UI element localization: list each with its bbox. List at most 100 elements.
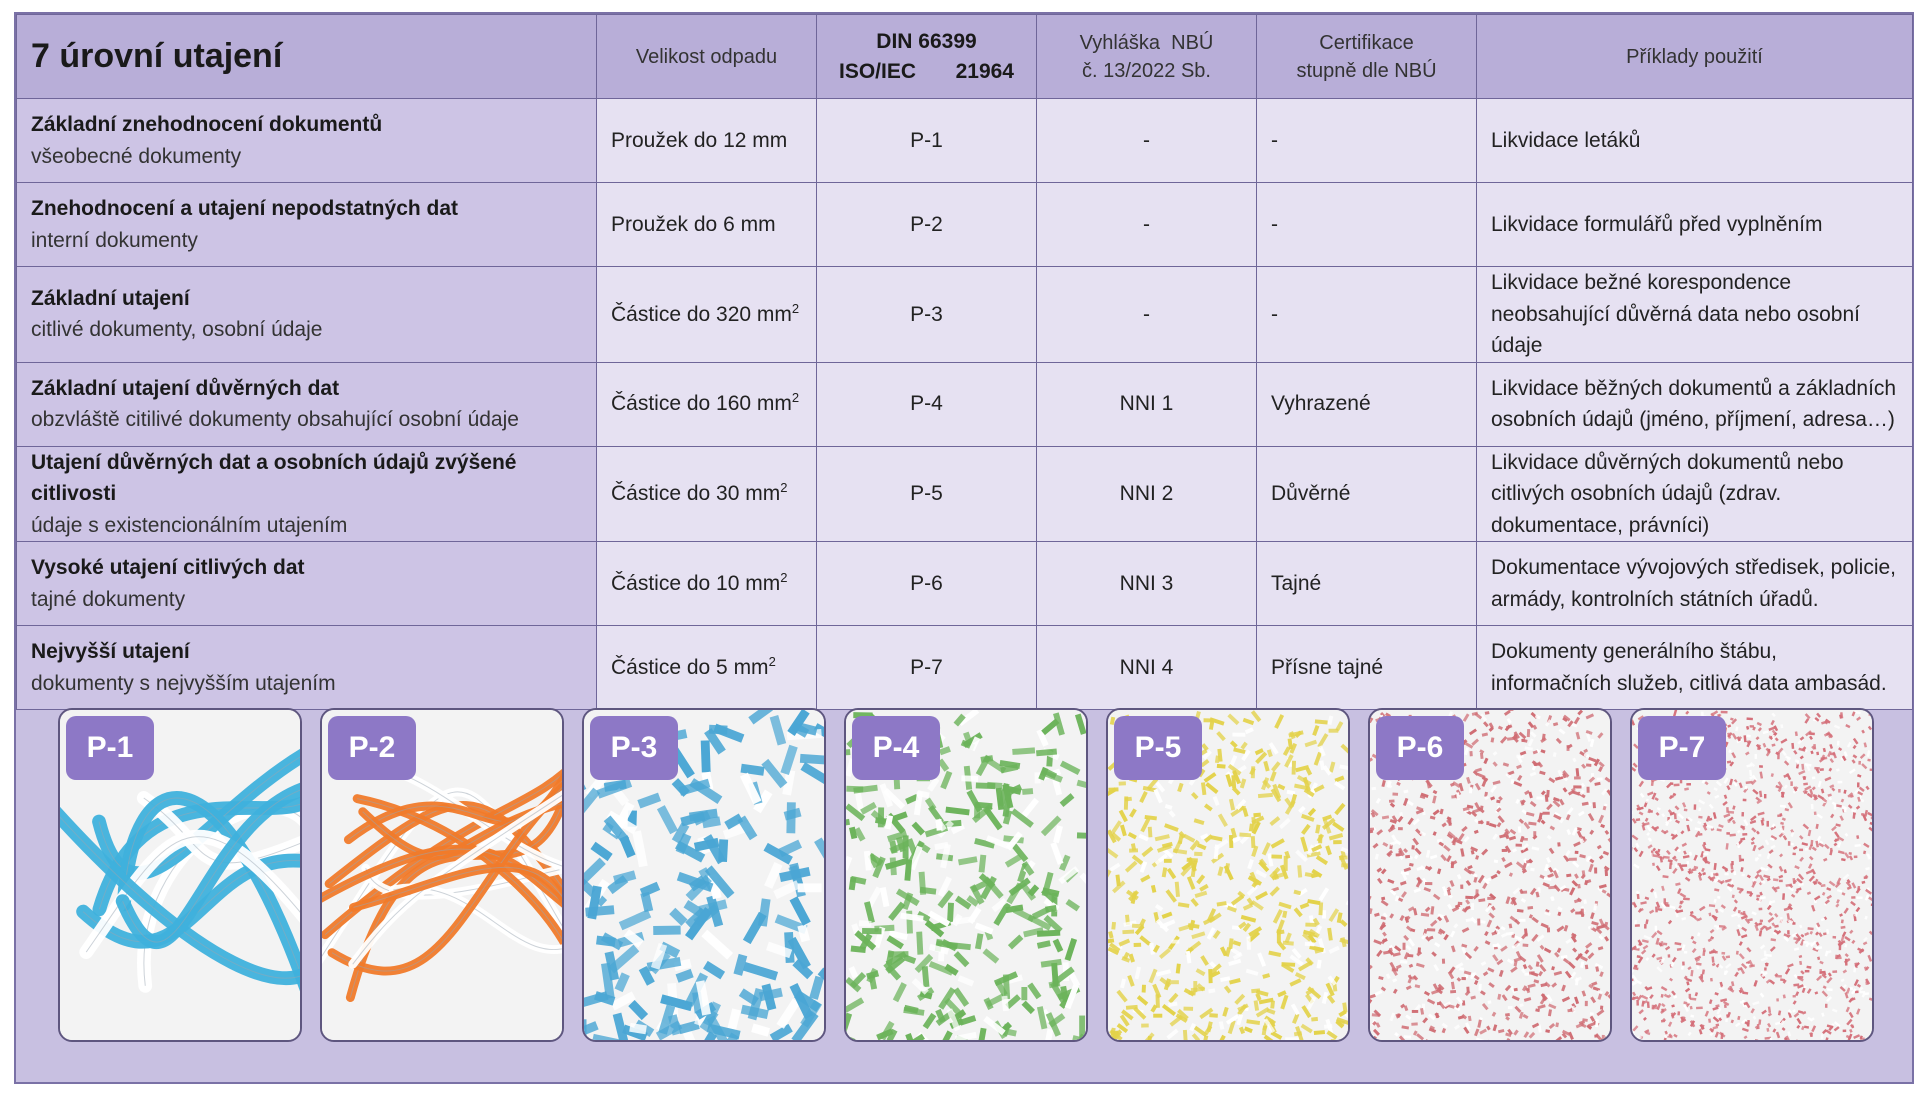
certification-cell: -: [1256, 266, 1477, 363]
shred-card-p-2: P-2: [320, 708, 564, 1042]
level-description: citlivé dokumenty, osobní údaje: [31, 318, 323, 342]
examples-cell: Likvidace formulářů před vyplněním: [1476, 182, 1913, 267]
shred-card-badge: P-2: [328, 716, 416, 780]
nbu-level-cell: NNI 2: [1036, 445, 1257, 542]
table-row: Nejvyšší utajení dokumenty s nejvyšším u…: [16, 625, 1913, 710]
nbu-level-cell: -: [1036, 98, 1257, 183]
examples-cell: Likvidace důvěrných dokumentů nebo citli…: [1476, 445, 1913, 542]
security-levels-table: 7 úrovní utajení Velikost odpadu DIN 663…: [16, 14, 1913, 710]
table-header-row: 7 úrovní utajení Velikost odpadu DIN 663…: [16, 14, 1913, 99]
level-description: všeobecné dokumenty: [31, 144, 242, 168]
waste-size-cell: Částice do 320 mm2: [596, 266, 817, 363]
shred-card-badge: P-7: [1638, 716, 1726, 780]
waste-size-cell: Částice do 10 mm2: [596, 541, 817, 626]
header-nbu-line1: Vyhláška NBÚ: [1079, 31, 1214, 54]
shred-sample-image: [322, 710, 562, 1040]
waste-size-text: Proužek do 12 mm: [611, 128, 788, 152]
din-level-cell: P-3: [816, 266, 1037, 363]
waste-size-cell: Částice do 5 mm2: [596, 625, 817, 710]
certification-cell: -: [1256, 182, 1477, 267]
level-cell: Základní utajení citlivé dokumenty, osob…: [16, 266, 597, 363]
header-cert-line2: stupně dle NBÚ: [1296, 59, 1437, 82]
header-din: DIN 66399 ISO/IEC 21964: [816, 14, 1037, 99]
level-description: údaje s existencionálním utajením: [31, 513, 348, 537]
header-cert-line1: Certifikace: [1319, 31, 1414, 54]
din-level-cell: P-6: [816, 541, 1037, 626]
header-din-number: 21964: [955, 59, 1014, 83]
waste-size-unit-exponent: 2: [791, 390, 800, 406]
table-row: Základní utajení důvěrných dat obzvláště…: [16, 361, 1913, 447]
waste-size-text: Proužek do 6 mm: [611, 212, 776, 236]
shred-card-p-5: P-5: [1106, 708, 1350, 1042]
nbu-level-cell: NNI 1: [1036, 361, 1257, 447]
level-cell: Nejvyšší utajení dokumenty s nejvyšším u…: [16, 625, 597, 710]
table-row: Vysoké utajení citlivých dat tajné dokum…: [16, 541, 1913, 626]
table-row: Utajení důvěrných dat a osobních údajů z…: [16, 445, 1913, 542]
header-nbu: Vyhláška NBÚ č. 13/2022 Sb.: [1036, 14, 1257, 99]
level-name: Nejvyšší utajení: [31, 640, 190, 663]
examples-cell: Dokumenty generálního štábu, informačníc…: [1476, 625, 1913, 710]
header-examples: Příklady použití: [1476, 14, 1913, 99]
waste-size-text: Částice do 10 mm: [611, 571, 781, 595]
level-description: tajné dokumenty: [31, 587, 186, 611]
level-description: obzvláště citilivé dokumenty obsahující …: [31, 408, 519, 431]
certification-cell: -: [1256, 98, 1477, 183]
din-level-cell: P-4: [816, 361, 1037, 447]
nbu-level-cell: -: [1036, 266, 1257, 363]
table-title: 7 úrovní utajení: [16, 14, 597, 99]
header-nbu-line2: č. 13/2022 Sb.: [1082, 59, 1211, 82]
level-description: dokumenty s nejvyšším utajením: [31, 671, 336, 695]
examples-cell: Dokumentace vývojových středisek, polici…: [1476, 541, 1913, 626]
examples-cell: Likvidace bežné korespondence neobsahují…: [1476, 266, 1913, 363]
nbu-level-cell: -: [1036, 182, 1257, 267]
shred-card-p-4: P-4: [844, 708, 1088, 1042]
certification-cell: Tajné: [1256, 541, 1477, 626]
waste-size-cell: Proužek do 12 mm: [596, 98, 817, 183]
examples-cell: Likvidace letáků: [1476, 98, 1913, 183]
shred-card-badge: P-5: [1114, 716, 1202, 780]
shred-card-badge: P-4: [852, 716, 940, 780]
shred-card-p-1: P-1: [58, 708, 302, 1042]
security-levels-sheet: 7 úrovní utajení Velikost odpadu DIN 663…: [14, 12, 1914, 1084]
shred-sample-cards: P-1 P-2 P-3 P-4 P-5 P-6 P-7: [58, 708, 1888, 1046]
shred-card-badge: P-3: [590, 716, 678, 780]
waste-size-text: Částice do 160 mm: [611, 392, 792, 416]
header-din-line2: ISO/IEC 21964: [831, 57, 1022, 86]
header-size: Velikost odpadu: [596, 14, 817, 99]
level-cell: Vysoké utajení citlivých dat tajné dokum…: [16, 541, 597, 626]
level-name: Základní utajení důvěrných dat: [31, 376, 340, 400]
table-row: Základní znehodnocení dokumentů všeobecn…: [16, 98, 1913, 183]
shred-sample-image: [584, 710, 824, 1040]
table-row: Znehodnocení a utajení nepodstatných dat…: [16, 182, 1913, 267]
level-cell: Utajení důvěrných dat a osobních údajů z…: [16, 445, 597, 542]
waste-size-text: Částice do 30 mm: [611, 482, 781, 505]
din-level-cell: P-5: [816, 445, 1037, 542]
shred-sample-image: [1632, 710, 1872, 1040]
shred-card-p-3: P-3: [582, 708, 826, 1042]
table-row: Základní utajení citlivé dokumenty, osob…: [16, 266, 1913, 363]
waste-size-unit-exponent: 2: [768, 653, 776, 669]
header-din-line1: DIN 66399: [876, 30, 977, 54]
level-cell: Základní utajení důvěrných dat obzvláště…: [16, 361, 597, 447]
nbu-level-cell: NNI 3: [1036, 541, 1257, 626]
waste-size-text: Částice do 5 mm: [611, 655, 769, 679]
waste-size-text: Částice do 320 mm: [611, 302, 792, 326]
din-level-cell: P-2: [816, 182, 1037, 267]
nbu-level-cell: NNI 4: [1036, 625, 1257, 710]
certification-cell: Přísne tajné: [1256, 625, 1477, 710]
level-name: Utajení důvěrných dat a osobních údajů z…: [31, 450, 517, 506]
level-name: Základní znehodnocení dokumentů: [31, 113, 383, 136]
din-level-cell: P-1: [816, 98, 1037, 183]
level-name: Vysoké utajení citlivých dat: [31, 556, 305, 579]
level-cell: Znehodnocení a utajení nepodstatných dat…: [16, 182, 597, 267]
waste-size-cell: Částice do 30 mm2: [596, 445, 817, 542]
shred-card-p-7: P-7: [1630, 708, 1874, 1042]
shred-card-badge: P-6: [1376, 716, 1464, 780]
header-din-iso: ISO/IEC: [839, 59, 917, 83]
shred-sample-image: [60, 710, 300, 1040]
waste-size-unit-exponent: 2: [791, 300, 800, 316]
table-body: Základní znehodnocení dokumentů všeobecn…: [16, 98, 1913, 710]
waste-size-cell: Proužek do 6 mm: [596, 182, 817, 267]
examples-cell: Likvidace běžných dokumentů a základních…: [1476, 361, 1913, 447]
level-name: Znehodnocení a utajení nepodstatných dat: [31, 197, 459, 220]
